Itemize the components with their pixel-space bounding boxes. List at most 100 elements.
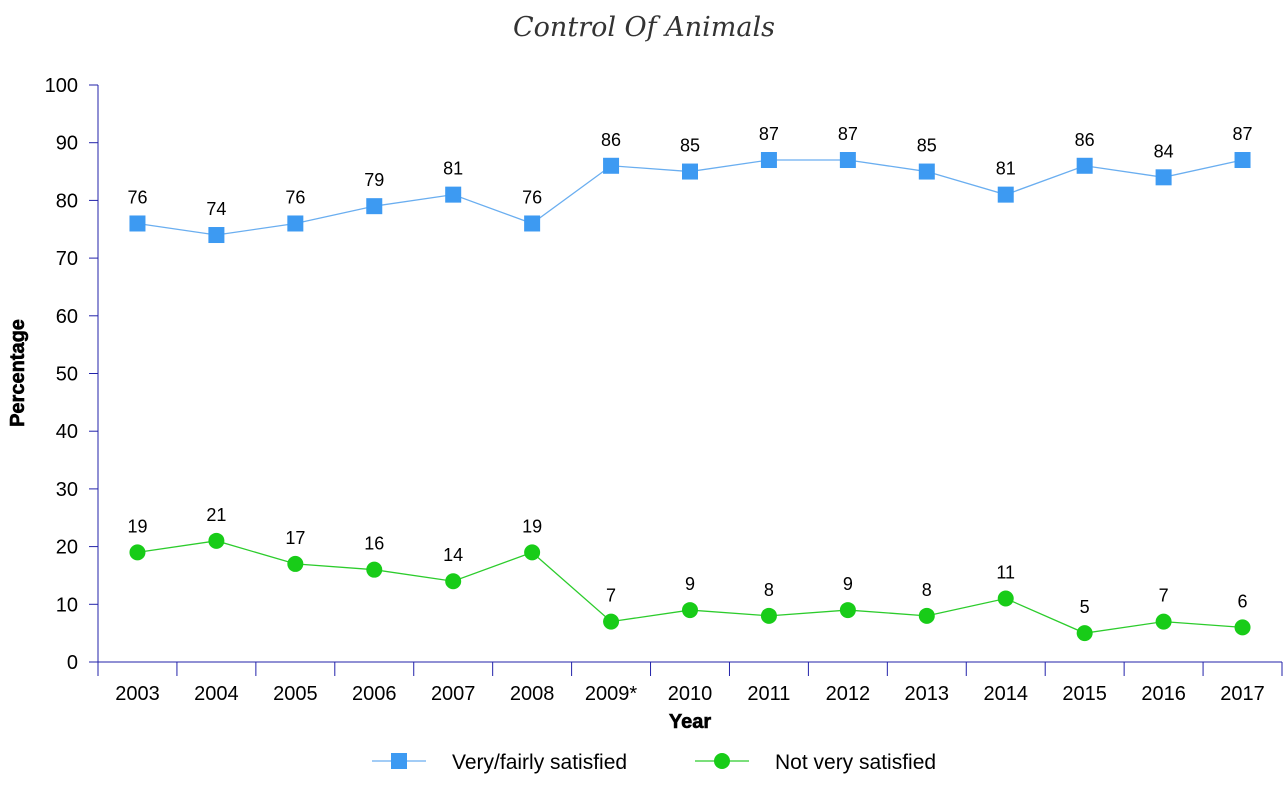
data-label: 76 — [127, 187, 147, 207]
data-label: 9 — [685, 574, 695, 594]
legend-item: Not very satisfied — [695, 751, 936, 774]
data-label: 86 — [601, 130, 621, 150]
data-point — [366, 198, 383, 215]
data-point — [918, 163, 935, 180]
data-point — [1234, 619, 1251, 636]
data-point — [997, 186, 1014, 203]
data-point — [1234, 152, 1251, 169]
data-label: 86 — [1075, 130, 1095, 150]
data-label: 84 — [1154, 141, 1174, 161]
data-point — [366, 561, 383, 578]
data-point — [129, 215, 146, 232]
y-tick-label: 40 — [56, 421, 78, 443]
data-label: 81 — [443, 159, 463, 179]
data-point — [1155, 169, 1172, 186]
data-label: 81 — [996, 159, 1016, 179]
y-tick-label: 60 — [56, 306, 78, 328]
y-tick-label: 20 — [56, 537, 78, 559]
chart-title: Control Of Animals — [513, 12, 775, 43]
x-tick-label: 2016 — [1141, 683, 1186, 705]
data-label: 11 — [996, 563, 1015, 583]
data-label: 87 — [759, 124, 779, 144]
data-point — [918, 607, 935, 624]
y-tick-label: 30 — [56, 479, 78, 501]
x-tick-label: 2003 — [115, 683, 160, 705]
data-point — [1155, 613, 1172, 630]
data-point — [603, 613, 620, 630]
data-point — [287, 215, 304, 232]
x-tick-label: 2012 — [826, 683, 871, 705]
x-axis-ticks: 2003 2004 2005 2006 2007 2008 2009* 2010 2011 201… — [97, 662, 1283, 705]
data-label: 7 — [606, 586, 616, 606]
series-2: 19 21 17 16 14 19 7 9 8 9 8 11 5 7 6 — [127, 505, 1251, 642]
x-tick-label: 2007 — [431, 683, 476, 705]
x-tick-label: 2015 — [1062, 683, 1107, 705]
y-tick-label: 0 — [67, 652, 78, 674]
x-axis-title: Year — [669, 711, 711, 733]
legend-marker — [714, 753, 730, 769]
legend: Very/fairly satisfied Not very satisfied — [372, 751, 936, 774]
data-label: 9 — [843, 574, 853, 594]
x-tick-label: 2009* — [585, 683, 637, 705]
y-tick-label: 10 — [56, 594, 78, 616]
y-axis-ticks: 0 10 20 30 40 50 60 70 80 90 100 — [45, 75, 98, 674]
x-tick-label: 2010 — [668, 683, 713, 705]
legend-marker — [391, 753, 407, 769]
y-tick-label: 90 — [56, 133, 78, 155]
x-tick-label: 2005 — [273, 683, 318, 705]
y-tick-label: 50 — [56, 364, 78, 386]
data-point — [760, 152, 777, 169]
legend-label: Not very satisfied — [775, 751, 936, 774]
legend-item: Very/fairly satisfied — [372, 751, 627, 774]
data-point — [997, 590, 1014, 607]
data-point — [524, 215, 541, 232]
data-point — [445, 573, 462, 590]
data-label: 16 — [364, 534, 384, 554]
data-label: 7 — [1159, 586, 1169, 606]
data-point — [208, 227, 225, 244]
data-label: 76 — [285, 187, 305, 207]
data-label: 19 — [127, 516, 147, 536]
x-tick-label: 2008 — [510, 683, 555, 705]
data-point — [1076, 157, 1093, 174]
y-tick-label: 80 — [56, 190, 78, 212]
data-point — [208, 532, 225, 549]
data-point — [287, 555, 304, 572]
x-tick-label: 2006 — [352, 683, 397, 705]
data-point — [682, 163, 698, 180]
data-label: 17 — [285, 528, 305, 548]
data-point — [682, 602, 698, 619]
data-point — [603, 157, 620, 174]
data-label: 14 — [443, 545, 463, 565]
x-tick-label: 2011 — [747, 683, 790, 705]
data-label: 85 — [680, 136, 700, 156]
y-tick-label: 70 — [56, 248, 78, 270]
data-label: 6 — [1238, 591, 1248, 611]
legend-label: Very/fairly satisfied — [452, 751, 627, 774]
data-label: 19 — [522, 516, 542, 536]
data-label: 8 — [764, 580, 774, 600]
data-point — [445, 186, 462, 203]
series-1: 76 74 76 79 81 76 86 85 87 87 85 81 86 84 87 — [127, 124, 1253, 244]
y-axis-title: Percentage — [7, 319, 29, 427]
data-label: 87 — [838, 124, 858, 144]
data-label: 8 — [922, 580, 932, 600]
x-tick-label: 2013 — [905, 683, 950, 705]
data-label: 74 — [206, 199, 226, 219]
data-point — [839, 152, 856, 169]
data-label: 5 — [1080, 597, 1090, 617]
data-label: 87 — [1233, 124, 1253, 144]
data-point — [839, 602, 856, 619]
data-point — [524, 544, 541, 561]
data-point — [760, 607, 777, 624]
data-label: 79 — [364, 170, 384, 190]
data-label: 21 — [206, 505, 226, 525]
x-tick-label: 2004 — [194, 683, 239, 705]
y-tick-label: 100 — [45, 75, 78, 97]
data-label: 76 — [522, 187, 542, 207]
x-tick-label: 2017 — [1220, 683, 1265, 705]
data-point — [129, 544, 146, 561]
data-point — [1076, 625, 1093, 642]
